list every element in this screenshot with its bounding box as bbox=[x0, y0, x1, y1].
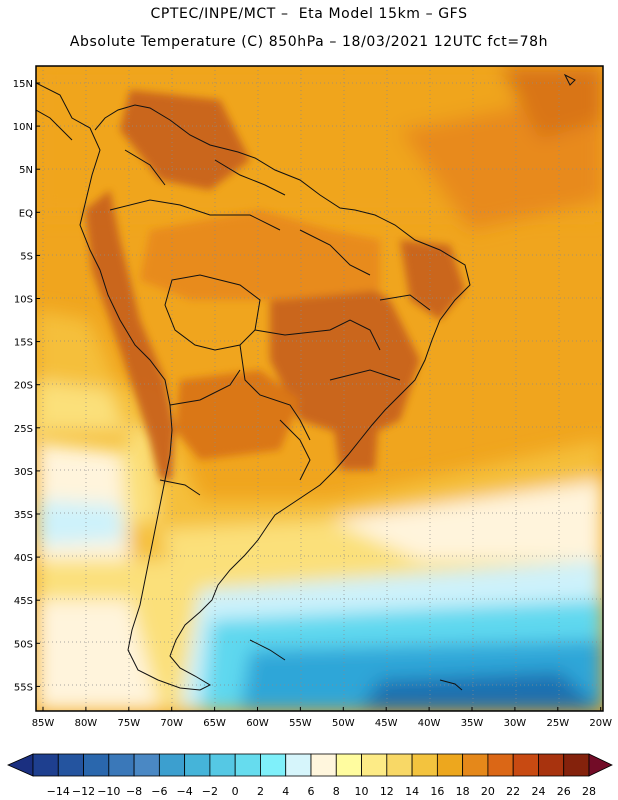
colorbar-label: 24 bbox=[531, 785, 545, 798]
latitude-axis: 15N 10N 5N EQ 5S 10S 15S 20S 25S 30S 35S 40S 45S 50S 5… bbox=[13, 79, 40, 693]
longitude-axis: 85W 80W 75W 70W 65W 60W 55W 50W 45W 40W 35W 30W 25W 2… bbox=[32, 707, 612, 729]
colorbar-label: 26 bbox=[557, 785, 571, 798]
latitude-label: 5N bbox=[19, 165, 33, 176]
longitude-label: 30W bbox=[504, 718, 527, 729]
colorbar-swatch bbox=[487, 753, 514, 777]
colorbar-swatch bbox=[361, 753, 388, 777]
colorbar-label: 16 bbox=[430, 785, 444, 798]
latitude-label: 20S bbox=[14, 381, 33, 392]
latitude-label: 45S bbox=[14, 596, 33, 607]
longitude-label: 60W bbox=[246, 718, 269, 729]
latitude-label: EQ bbox=[19, 208, 33, 219]
colorbar-min-arrow bbox=[7, 753, 34, 777]
colorbar-label: 8 bbox=[333, 785, 340, 798]
longitude-label: 50W bbox=[332, 718, 355, 729]
longitude-label: 80W bbox=[75, 718, 98, 729]
latitude-label: 10N bbox=[13, 122, 33, 133]
colorbar-swatch bbox=[563, 753, 590, 777]
colorbar-swatch bbox=[108, 753, 135, 777]
latitude-label: 55S bbox=[14, 682, 33, 693]
coastline bbox=[36, 73, 576, 691]
map-subtitle: Absolute Temperature (C) 850hPa – 18/03/… bbox=[69, 34, 549, 50]
colorbar-swatch bbox=[32, 753, 59, 777]
colorbar-swatch bbox=[462, 753, 489, 777]
latitude-label: 35S bbox=[14, 510, 33, 521]
colorbar-swatch bbox=[386, 753, 413, 777]
colorbar-swatch bbox=[538, 753, 565, 777]
longitude-label: 70W bbox=[160, 718, 183, 729]
colorbar-swatch bbox=[184, 753, 211, 777]
map-title: CPTEC/INPE/MCT – Eta Model 15km – GFS bbox=[150, 6, 468, 22]
colorbar-label: 6 bbox=[308, 785, 315, 798]
colorbar-label: 2 bbox=[257, 785, 264, 798]
colorbar-label: 4 bbox=[282, 785, 289, 798]
colorbar-label: 14 bbox=[405, 785, 419, 798]
longitude-label: 25W bbox=[546, 718, 569, 729]
colorbar-swatch bbox=[411, 753, 438, 777]
colorbar-label: −10 bbox=[97, 785, 120, 798]
latitude-label: 10S bbox=[14, 295, 33, 306]
colorbar-swatch bbox=[260, 753, 287, 777]
longitude-label: 40W bbox=[418, 718, 441, 729]
longitude-label: 45W bbox=[375, 718, 398, 729]
latitude-label: 15S bbox=[14, 338, 33, 349]
colorbar-swatch bbox=[436, 753, 464, 777]
colorbar-label: −8 bbox=[126, 785, 142, 798]
longitude-label: 85W bbox=[32, 718, 55, 729]
latitude-label: 25S bbox=[14, 424, 33, 435]
colorbar-label: −6 bbox=[151, 785, 167, 798]
longitude-label: 55W bbox=[289, 718, 312, 729]
colorbar-swatch bbox=[158, 753, 186, 777]
longitude-label: 20W bbox=[589, 718, 612, 729]
longitude-label: 75W bbox=[117, 718, 140, 729]
colorbar-swatch bbox=[512, 753, 539, 777]
latitude-label: 50S bbox=[14, 639, 33, 650]
colorbar-label: 18 bbox=[456, 785, 470, 798]
colorbar-swatch bbox=[234, 753, 261, 777]
colorbar-label: 12 bbox=[380, 785, 394, 798]
longitude-label: 65W bbox=[203, 718, 226, 729]
latitude-label: 5S bbox=[20, 251, 33, 262]
colorbar-swatch bbox=[335, 753, 362, 777]
temperature-field bbox=[36, 66, 603, 711]
colorbar-swatch bbox=[285, 753, 312, 777]
latitude-label: 40S bbox=[14, 553, 33, 564]
latitude-label: 30S bbox=[14, 467, 33, 478]
latitude-label: 15N bbox=[13, 79, 33, 90]
colorbar-label: 0 bbox=[232, 785, 239, 798]
longitude-label: 35W bbox=[461, 718, 484, 729]
colorbar-label: −4 bbox=[177, 785, 193, 798]
colorbar-label: −14 bbox=[47, 785, 70, 798]
colorbar: −14 −12 −10 −8 −6 −4 −2 0 2 4 6 8 10 12 14 16 18 20 22 24 26… bbox=[7, 753, 613, 798]
graticule bbox=[36, 66, 603, 711]
colorbar-swatch bbox=[133, 753, 160, 777]
colorbar-label: −2 bbox=[202, 785, 218, 798]
colorbar-swatch bbox=[57, 753, 84, 777]
colorbar-label: 10 bbox=[355, 785, 369, 798]
colorbar-label: 20 bbox=[481, 785, 495, 798]
colorbar-label: 28 bbox=[582, 785, 596, 798]
colorbar-label: 22 bbox=[506, 785, 520, 798]
colorbar-swatch bbox=[83, 753, 110, 777]
colorbar-swatch bbox=[310, 753, 337, 777]
plot-frame bbox=[35, 65, 604, 712]
colorbar-max-arrow bbox=[588, 753, 613, 777]
colorbar-swatch bbox=[209, 753, 236, 777]
colorbar-label: −12 bbox=[72, 785, 95, 798]
